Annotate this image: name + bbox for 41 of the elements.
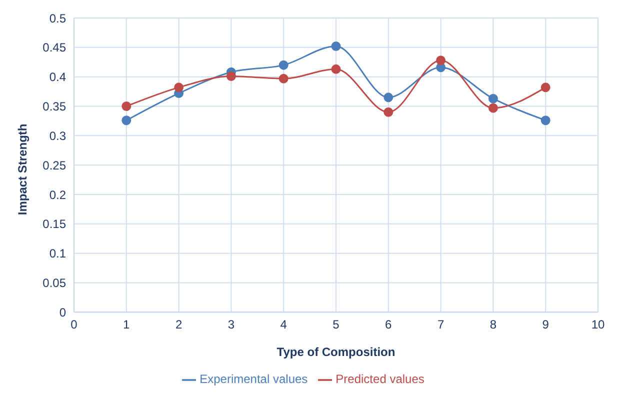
- y-tick-label: 0.1: [49, 246, 66, 261]
- point: [331, 41, 341, 51]
- point: [226, 71, 236, 81]
- x-tick-label: 0: [70, 318, 78, 332]
- x-tick-label: 4: [280, 318, 288, 332]
- y-tick-label: 0.45: [42, 40, 66, 55]
- x-tick-label: 1: [123, 318, 130, 332]
- x-tick-label: 10: [591, 318, 605, 332]
- point: [122, 116, 132, 126]
- x-tick-label: 7: [437, 318, 444, 332]
- y-tick-label: 0.5: [49, 11, 66, 26]
- point: [436, 56, 446, 66]
- y-tick-label: 0.4: [49, 70, 66, 84]
- x-tick-label: 8: [490, 318, 497, 332]
- x-axis-title: Type of Composition: [276, 345, 396, 360]
- x-tick-label: 3: [228, 318, 235, 332]
- point: [488, 94, 498, 104]
- point: [122, 102, 132, 111]
- point: [540, 82, 550, 92]
- y-tick-label: 0.15: [42, 217, 66, 232]
- point: [278, 60, 288, 70]
- y-tick-label: 0.05: [42, 276, 66, 290]
- x-tick-label: 2: [175, 318, 182, 332]
- legend-label: Predicted values: [336, 372, 424, 386]
- y-tick-label: 0: [59, 305, 66, 320]
- y-tick-label: 0.3: [49, 128, 66, 143]
- y-tick-label: 0.2: [49, 188, 66, 202]
- point: [384, 92, 394, 102]
- legend-label: Experimental values: [200, 372, 308, 386]
- y-tick-label: 0.25: [42, 158, 66, 172]
- x-tick-label: 6: [385, 318, 392, 332]
- point: [384, 107, 394, 117]
- y-tick-label: 0.35: [42, 100, 66, 114]
- point: [331, 64, 341, 74]
- y-axis-title: Impact Strength: [15, 124, 30, 216]
- x-tick-label: 9: [542, 318, 550, 332]
- point: [174, 82, 184, 92]
- point: [278, 74, 288, 84]
- point: [488, 103, 498, 113]
- point: [540, 116, 550, 126]
- x-tick-label: 5: [332, 318, 340, 332]
